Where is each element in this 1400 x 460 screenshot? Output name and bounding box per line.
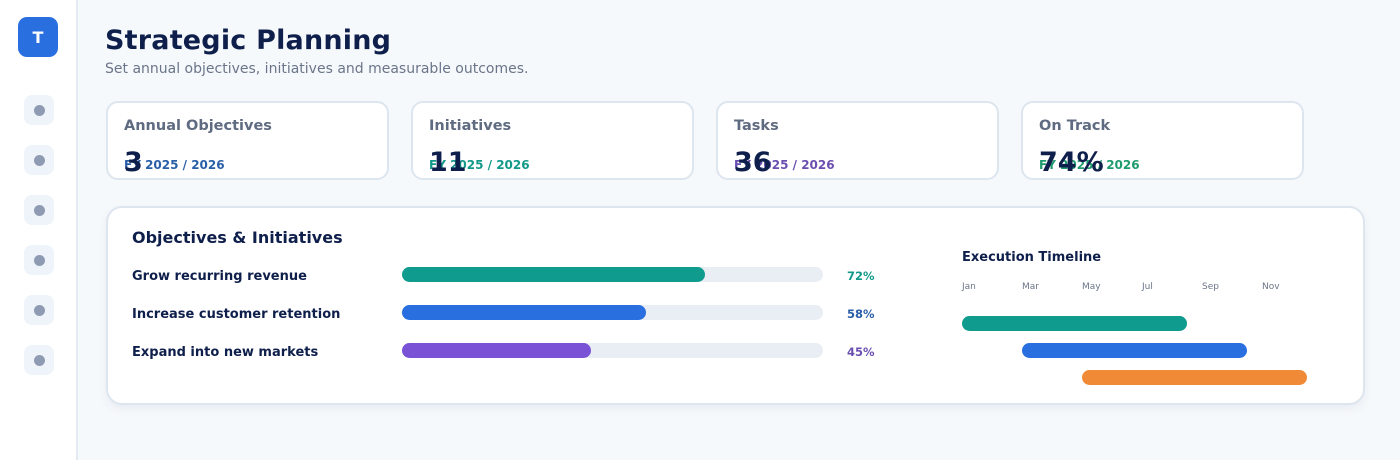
progress-percent: 58% [847,307,875,321]
timeline-month-label: May [1082,282,1101,292]
timeline-title: Execution Timeline [962,250,1102,265]
kpi-period: FY 2025 / 2026 [1039,158,1140,172]
objective-row[interactable]: Expand into new markets 45% [108,343,908,363]
progress-track [402,305,823,320]
nav-dot-icon [33,304,45,316]
kpi-label: Tasks [734,118,779,134]
kpi-period: FY 2025 / 2026 [429,158,530,172]
kpi-value: 3 [124,147,143,178]
progress-track [402,267,823,282]
sidebar-item-3[interactable] [24,195,54,225]
kpi-label: Initiatives [429,118,512,134]
sidebar-item-1[interactable] [24,95,54,125]
nav-dot-icon [33,254,45,266]
kpi-period: FY 2025 / 2026 [734,158,835,172]
objective-name: Increase customer retention [132,307,341,322]
app-logo[interactable]: T [18,17,58,57]
kpi-card-annual-objectives: Annual Objectives FY 2025 / 2026 3 [106,101,389,180]
timeline-month-label: Jul [1142,282,1153,292]
sidebar-item-2[interactable] [24,145,54,175]
objectives-panel: Objectives & Initiatives Grow recurring … [106,206,1365,405]
progress-fill [402,343,592,358]
kpi-value: 36 [734,147,772,178]
progress-percent: 72% [847,269,875,283]
timeline-bar[interactable] [1022,343,1247,358]
sidebar-item-4[interactable] [24,245,54,275]
kpi-period: FY 2025 / 2026 [124,158,225,172]
timeline-month-label: Jan [962,282,976,292]
progress-percent: 45% [847,345,875,359]
kpi-card-tasks: Tasks FY 2025 / 2026 36 [716,101,999,180]
kpi-label: On Track [1039,118,1111,134]
panel-title: Objectives & Initiatives [132,228,343,247]
nav-dot-icon [33,104,45,116]
timeline-bar[interactable] [962,316,1187,331]
timeline-month-label: Nov [1262,282,1280,292]
kpi-card-initiatives: Initiatives FY 2025 / 2026 11 [411,101,694,180]
timeline-bar[interactable] [1082,370,1307,385]
kpi-value: 11 [429,147,467,178]
sidebar-item-5[interactable] [24,295,54,325]
objective-name: Expand into new markets [132,345,319,360]
nav-dot-icon [33,154,45,166]
objective-row[interactable]: Grow recurring revenue 72% [108,267,908,287]
nav-dot-icon [33,204,45,216]
page-title: Strategic Planning [105,25,392,56]
sidebar: T [0,0,78,460]
sidebar-item-6[interactable] [24,345,54,375]
page-subtitle: Set annual objectives, initiatives and m… [105,61,529,77]
progress-fill [402,267,706,282]
kpi-label: Annual Objectives [124,118,272,134]
nav-dot-icon [33,354,45,366]
timeline-month-label: Mar [1022,282,1039,292]
kpi-card-on-track: On Track FY 2025 / 2026 74% [1021,101,1304,180]
objective-name: Grow recurring revenue [132,269,307,284]
progress-fill [402,305,647,320]
progress-track [402,343,823,358]
objective-row[interactable]: Increase customer retention 58% [108,305,908,325]
kpi-value: 74% [1039,147,1104,178]
timeline-month-label: Sep [1202,282,1219,292]
